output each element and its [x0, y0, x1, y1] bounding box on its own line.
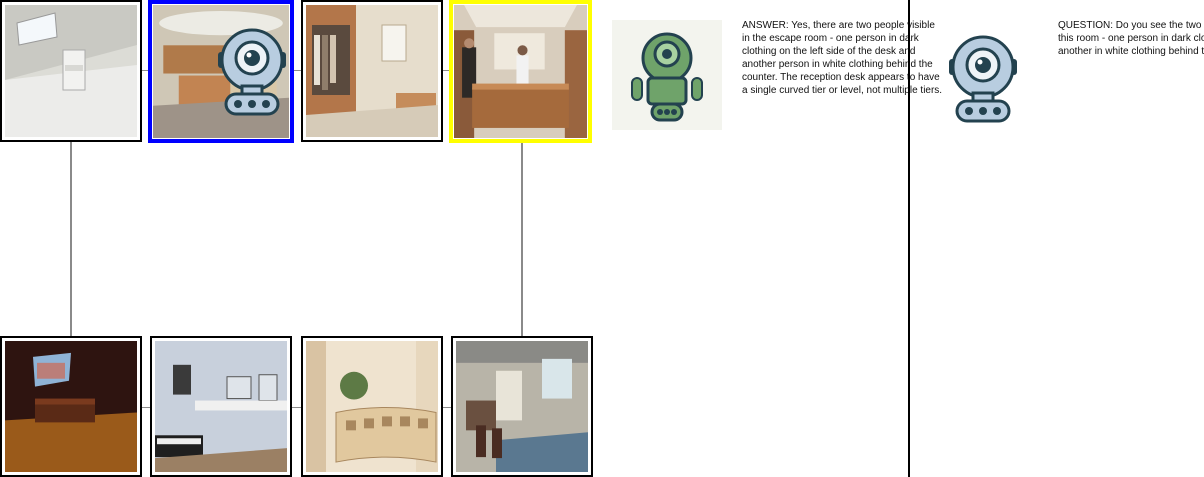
panel-divider: [908, 0, 910, 477]
connector-top-2: [292, 70, 301, 71]
connector-top-1: [141, 70, 149, 71]
connector-right-vertical: [521, 141, 523, 337]
escape-room-image: [454, 5, 587, 138]
connector-left-vertical: [70, 141, 72, 337]
attic-room-image: [5, 5, 137, 137]
tile-home-theater[interactable]: [0, 336, 142, 477]
robot-agent-icon: [631, 32, 703, 122]
tile-escape-room[interactable]: [449, 0, 592, 143]
connector-bottom-3: [442, 407, 452, 408]
agent-avatar-panel: [612, 20, 722, 130]
tile-curved-reception[interactable]: [301, 336, 443, 477]
tile-cluttered-studio[interactable]: [451, 336, 593, 477]
connector-bottom-2: [292, 407, 302, 408]
music-studio-image: [155, 341, 287, 472]
connector-bottom-1: [141, 407, 151, 408]
tile-reception-room[interactable]: [148, 0, 294, 143]
tile-attic-room[interactable]: [0, 0, 142, 142]
connector-top-3: [442, 70, 450, 71]
home-theater-image: [5, 341, 137, 472]
cluttered-studio-image: [456, 341, 588, 472]
answer-text: ANSWER: Yes, there are two people visibl…: [742, 20, 943, 96]
wardrobe-room-image: [306, 5, 438, 137]
tile-wardrobe-room[interactable]: [301, 0, 443, 142]
tile-music-studio[interactable]: [150, 336, 292, 477]
robot-icon: [943, 29, 1023, 124]
curved-reception-image: [306, 341, 438, 472]
question-text: QUESTION: Do you see the two people in t…: [1058, 20, 1204, 57]
robot-icon: [212, 22, 292, 117]
